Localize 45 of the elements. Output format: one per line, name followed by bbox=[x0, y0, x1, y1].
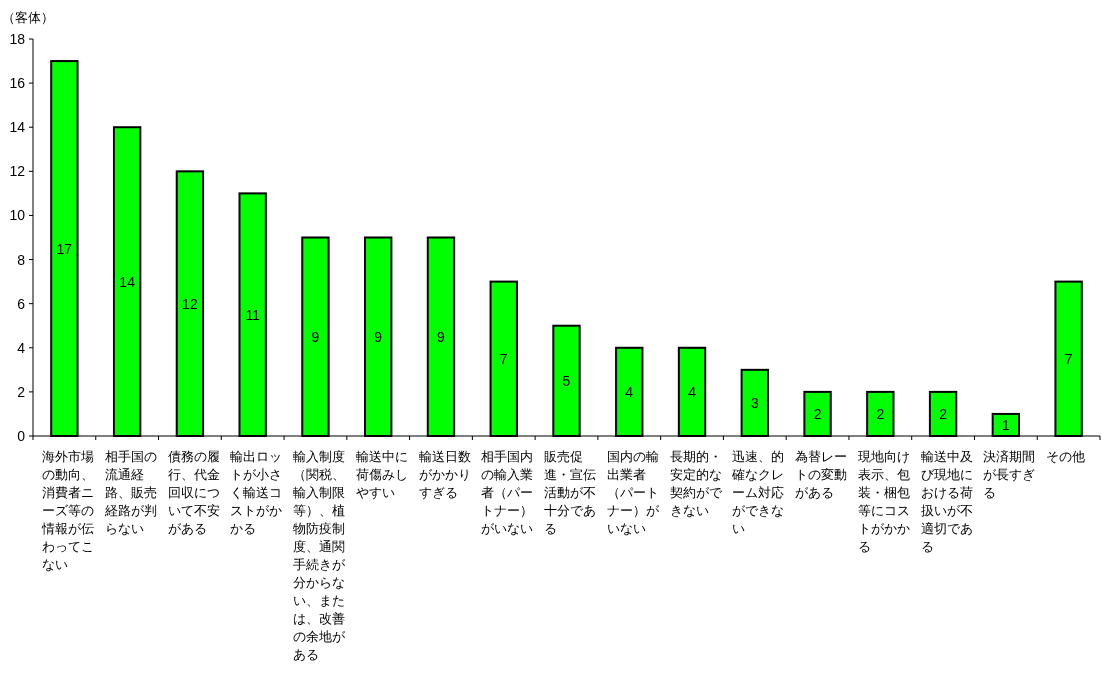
category-label: 輸入制度（関税、輸入制限等）、植物防疫制度、通関手続きが分からない、または、改善の余地がある bbox=[293, 449, 346, 662]
x-tick-label: 債務の履行、代金回収について不安がある bbox=[167, 448, 221, 538]
y-tick-label: 8 bbox=[17, 251, 26, 268]
y-tick-label: 12 bbox=[9, 163, 26, 180]
data-label: 9 bbox=[374, 328, 383, 345]
y-tick-label: 10 bbox=[9, 207, 26, 224]
data-label: 5 bbox=[562, 372, 571, 389]
x-tick-label: 決済期間が長すぎる bbox=[983, 448, 1037, 502]
data-label: 2 bbox=[813, 405, 822, 422]
y-axis-title: （客体） bbox=[2, 10, 54, 25]
x-tick-label: 輸送中及び現地における荷扱いが不適切である bbox=[920, 448, 974, 556]
data-label: 9 bbox=[437, 328, 446, 345]
x-tick-label: 相手国内の輸入業者（パートナー）がいない bbox=[481, 448, 535, 538]
y-tick-label: 0 bbox=[17, 428, 26, 444]
data-label: 12 bbox=[182, 295, 198, 312]
x-tick-label: 販売促進・宣伝活動が不十分である bbox=[544, 448, 598, 538]
x-tick-label: 為替レートの変動がある bbox=[795, 448, 849, 502]
data-label: 2 bbox=[939, 405, 948, 422]
y-tick-label: 6 bbox=[17, 295, 26, 312]
data-label: 14 bbox=[119, 273, 136, 290]
data-label: 7 bbox=[1064, 350, 1073, 367]
y-tick-label: 4 bbox=[17, 339, 26, 356]
x-tick-label: その他 bbox=[1046, 448, 1087, 466]
x-tick-label: 輸出ロットが小さく輸送コストがかかる bbox=[230, 448, 284, 538]
x-tick-label: 国内の輸出業者（パートナー）がいない bbox=[606, 448, 660, 538]
y-tick-label: 16 bbox=[9, 75, 26, 92]
x-tick-label: 相手国の流通経路、販売経路が判らない bbox=[104, 448, 158, 538]
data-label: 11 bbox=[245, 306, 261, 323]
data-label: 7 bbox=[499, 350, 508, 367]
x-tick-label: 長期的・安定的な契約ができない bbox=[669, 448, 723, 520]
y-tick-label: 2 bbox=[17, 383, 26, 400]
data-label: 2 bbox=[876, 405, 885, 422]
data-label: 4 bbox=[688, 383, 697, 400]
x-tick-label: 迅速、的確なクレーム対応ができない bbox=[732, 448, 786, 538]
data-label: 3 bbox=[750, 394, 759, 411]
data-label: 4 bbox=[625, 383, 634, 400]
y-tick-label: 14 bbox=[9, 119, 26, 136]
x-tick-label: 現地向け表示、包装・梱包等にコストがかかる bbox=[857, 448, 911, 556]
data-label: 9 bbox=[311, 328, 320, 345]
x-tick-label: 輸送日数がかかりすぎる bbox=[418, 448, 472, 502]
x-tick-label: 海外市場の動向、消費者ニーズ等の情報が伝わってこない bbox=[42, 448, 95, 574]
x-tick-label: 輸送中に荷傷みしやすい bbox=[355, 448, 409, 502]
data-label: 1 bbox=[1001, 416, 1010, 433]
y-tick-label: 18 bbox=[9, 31, 26, 47]
data-label: 17 bbox=[56, 240, 73, 257]
